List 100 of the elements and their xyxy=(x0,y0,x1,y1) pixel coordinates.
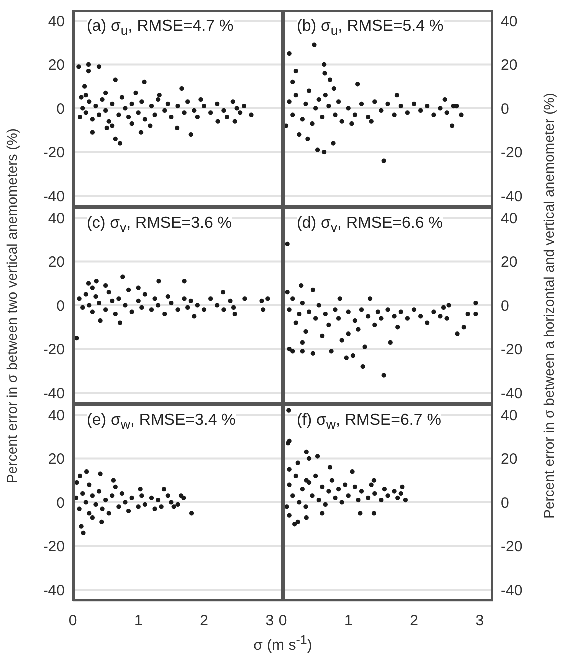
point xyxy=(294,474,298,479)
y-tick-label: -40 xyxy=(501,188,523,206)
point xyxy=(340,119,344,124)
point xyxy=(297,312,302,317)
point xyxy=(432,310,436,314)
point xyxy=(340,338,344,343)
point xyxy=(398,104,404,109)
point xyxy=(316,97,322,102)
point xyxy=(379,498,384,503)
point xyxy=(118,320,123,326)
point xyxy=(398,310,404,314)
point xyxy=(336,316,342,321)
text: (f) σ$_{w}$, RMSE=6.7 % xyxy=(297,412,442,432)
point xyxy=(120,491,125,496)
point xyxy=(425,320,430,326)
point xyxy=(379,108,384,113)
point xyxy=(84,470,90,474)
point xyxy=(74,336,80,341)
point xyxy=(369,119,374,124)
point xyxy=(116,504,122,510)
y-tick-label: -20 xyxy=(43,342,65,359)
point xyxy=(438,106,443,111)
y-tick-label: 40 xyxy=(48,407,65,424)
point xyxy=(152,296,158,302)
point xyxy=(232,312,238,317)
point xyxy=(418,108,424,113)
point xyxy=(189,511,194,516)
point xyxy=(140,305,144,310)
point xyxy=(266,296,270,302)
point xyxy=(285,290,290,295)
point xyxy=(462,325,466,330)
y-tick-label: 40 xyxy=(48,210,65,228)
y-tick-label: 20 xyxy=(501,57,518,74)
point xyxy=(94,279,99,284)
point xyxy=(366,114,371,120)
point xyxy=(346,332,351,336)
point xyxy=(394,93,400,98)
point xyxy=(350,470,355,474)
point xyxy=(316,498,322,503)
point xyxy=(388,340,393,346)
point xyxy=(336,487,342,492)
point xyxy=(382,487,388,492)
point xyxy=(294,320,298,326)
point xyxy=(78,474,83,479)
point xyxy=(287,100,292,104)
point xyxy=(444,110,450,116)
point xyxy=(287,51,292,56)
point xyxy=(116,296,122,302)
point xyxy=(320,511,325,516)
point xyxy=(86,281,92,286)
point xyxy=(306,310,312,314)
point xyxy=(287,346,292,352)
point xyxy=(123,500,128,505)
point xyxy=(96,301,102,306)
point xyxy=(366,496,371,500)
y-axis-title: Percent error in σ between a horizontal and vertical anemometer (%) xyxy=(541,92,557,518)
point xyxy=(310,288,316,292)
point xyxy=(304,329,308,334)
point xyxy=(104,308,108,312)
point xyxy=(405,110,410,116)
point xyxy=(94,294,98,300)
point xyxy=(474,312,478,317)
x-tick-label: 0 xyxy=(68,612,78,630)
point xyxy=(392,489,397,494)
y-tick-label: 0 xyxy=(501,298,510,315)
point xyxy=(310,494,315,498)
x-tick-label: 1 xyxy=(344,612,353,630)
point xyxy=(113,312,118,317)
point xyxy=(220,290,226,295)
point xyxy=(316,303,322,308)
point xyxy=(392,314,397,319)
y-tick-label: -20 xyxy=(501,538,523,556)
text: (e) σ$_{w}$, RMSE=3.4 % xyxy=(87,412,236,432)
point xyxy=(81,530,86,536)
point xyxy=(369,482,374,488)
point xyxy=(398,491,404,496)
point xyxy=(329,349,334,354)
point xyxy=(74,480,80,486)
point xyxy=(300,117,305,122)
point xyxy=(182,296,187,302)
x-tick-label: 1 xyxy=(134,612,143,630)
point xyxy=(111,478,116,483)
point xyxy=(142,292,148,297)
point xyxy=(332,86,336,92)
point xyxy=(130,310,134,314)
point xyxy=(162,312,168,317)
point xyxy=(156,303,161,308)
point xyxy=(333,308,338,312)
point xyxy=(290,349,296,354)
point xyxy=(438,314,443,319)
point xyxy=(188,298,194,304)
point xyxy=(84,292,88,297)
y-tick-label: -40 xyxy=(501,582,523,600)
point xyxy=(306,480,312,486)
point xyxy=(94,502,98,507)
point xyxy=(159,504,164,510)
point xyxy=(98,318,103,324)
point xyxy=(322,71,328,76)
point xyxy=(79,524,84,529)
point xyxy=(156,498,161,503)
